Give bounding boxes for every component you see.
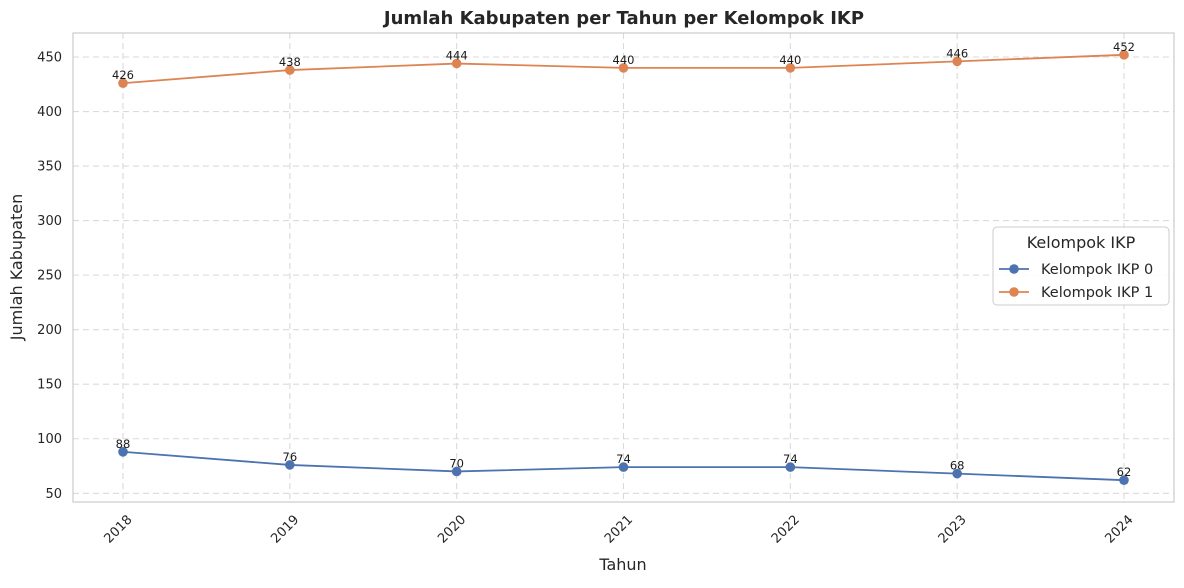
data-point — [1119, 475, 1129, 485]
y-tick-label: 400 — [37, 105, 62, 120]
x-tick-label: 2023 — [936, 513, 970, 547]
data-label: 76 — [283, 450, 298, 464]
data-label: 440 — [613, 53, 635, 67]
legend-title: Kelompok IKP — [1027, 233, 1136, 252]
x-tick-label: 2019 — [268, 513, 302, 547]
data-label: 438 — [279, 55, 301, 69]
x-axis-label: Tahun — [598, 555, 646, 574]
data-label: 70 — [449, 456, 464, 470]
y-tick-label: 100 — [37, 432, 62, 447]
legend-label: Kelompok IKP 1 — [1041, 285, 1153, 301]
chart-title: Jumlah Kabupaten per Tahun per Kelompok … — [382, 8, 864, 29]
series-1: 426 438 444 440 440 446 452 — [112, 40, 1135, 88]
data-point — [118, 78, 128, 88]
data-point — [1119, 50, 1129, 60]
x-tick-label: 2022 — [769, 513, 803, 547]
data-label: 440 — [779, 53, 801, 67]
data-point — [451, 466, 462, 477]
data-point — [285, 460, 295, 470]
legend-items: Kelompok IKP 0 Kelompok IKP 1 — [999, 262, 1153, 301]
data-point — [285, 65, 295, 75]
legend-label: Kelompok IKP 0 — [1041, 262, 1153, 278]
data-point — [618, 462, 629, 472]
x-tick-label: 2018 — [102, 513, 136, 547]
data-point — [618, 63, 629, 73]
legend-box — [992, 226, 1170, 306]
data-label: 74 — [783, 452, 798, 466]
x-axis-ticks: 2018 2019 2020 2021 2022 2023 2024 — [102, 513, 1137, 547]
data-label: 62 — [1117, 465, 1132, 479]
data-label: 426 — [112, 68, 134, 82]
legend-item: Kelompok IKP 0 — [999, 262, 1153, 278]
series-0: 88 76 70 74 74 68 62 — [116, 437, 1132, 485]
y-tick-label: 250 — [37, 269, 62, 284]
data-label: 88 — [116, 437, 131, 451]
data-label: 446 — [946, 46, 968, 60]
y-tick-label: 350 — [37, 160, 62, 175]
data-point — [785, 63, 796, 73]
data-point — [451, 58, 462, 69]
legend-marker — [1009, 287, 1019, 297]
data-label: 68 — [950, 459, 965, 473]
y-tick-label: 150 — [37, 378, 62, 393]
legend-marker — [1009, 264, 1019, 274]
y-axis-ticks: 50 100 150 200 250 300 350 400 450 — [37, 50, 62, 501]
y-tick-label: 450 — [37, 50, 62, 65]
data-point — [118, 447, 128, 457]
data-label: 452 — [1113, 40, 1135, 54]
plot-frame — [72, 32, 1175, 503]
x-tick-label: 2020 — [435, 513, 469, 547]
data-label: 74 — [616, 452, 631, 466]
series: 88 76 70 74 74 68 62 426 438 444 440 440 446 452 — [112, 40, 1135, 485]
y-tick-label: 200 — [37, 323, 62, 338]
data-point — [952, 468, 962, 479]
y-axis-label: Jumlah Kabupaten — [7, 194, 26, 341]
x-tick-label: 2024 — [1103, 513, 1137, 547]
legend-item: Kelompok IKP 1 — [999, 285, 1153, 301]
data-label: 444 — [446, 49, 468, 63]
x-tick-label: 2021 — [602, 513, 636, 547]
y-tick-label: 300 — [37, 214, 62, 229]
data-point — [952, 56, 962, 67]
data-point — [785, 462, 796, 472]
y-tick-label: 50 — [45, 487, 62, 502]
